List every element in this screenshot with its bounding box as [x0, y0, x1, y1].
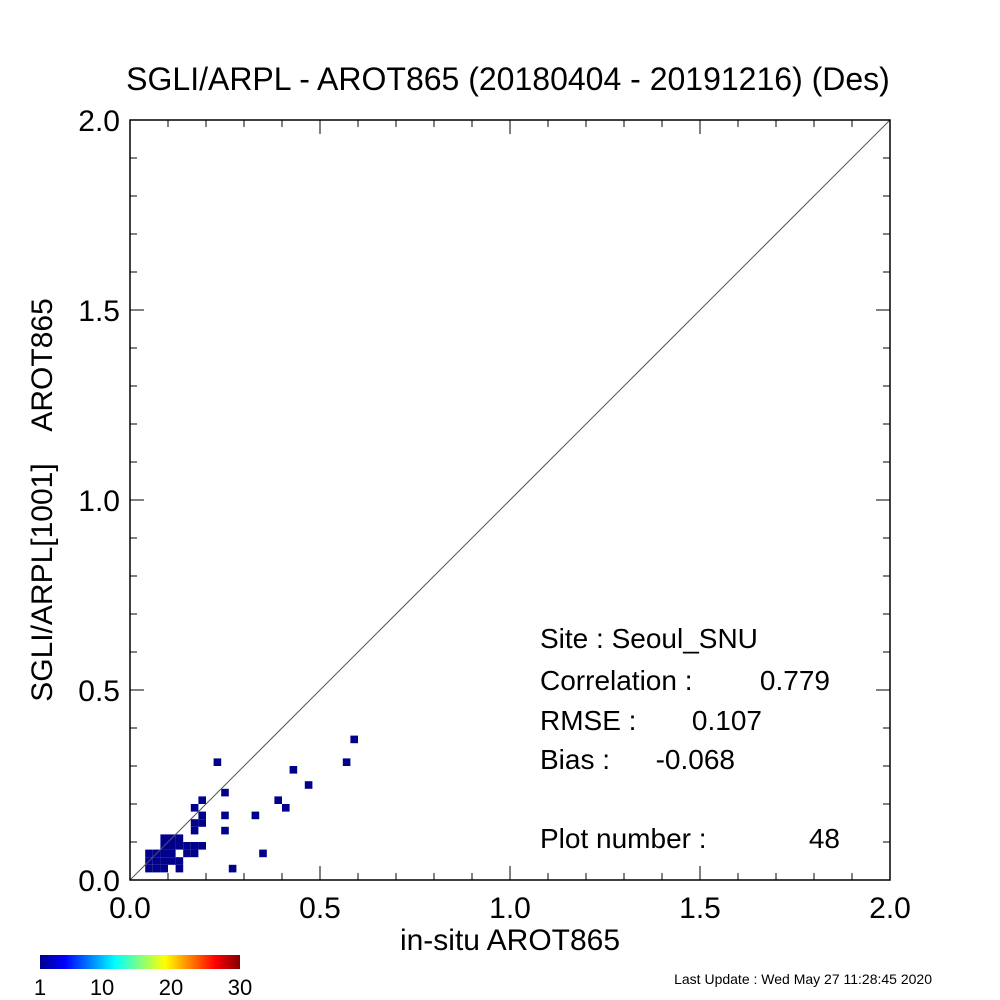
- data-point-34: [228, 864, 237, 873]
- data-point-24: [190, 819, 199, 827]
- data-point-13: [168, 842, 176, 850]
- y-axis-label: SGLI/ARPL[1001] AROT865: [26, 298, 59, 702]
- data-point-23: [190, 826, 199, 835]
- data-point-25: [190, 804, 199, 812]
- data-point-33: [221, 826, 229, 835]
- rmse-value: 0.107: [692, 705, 762, 736]
- data-point-12: [168, 849, 176, 858]
- data-point-38: [282, 804, 290, 812]
- data-point-32: [221, 811, 229, 820]
- data-point-41: [342, 758, 351, 766]
- data-point-27: [198, 819, 206, 827]
- data-point-6: [160, 857, 168, 865]
- bias-label: Bias :: [540, 744, 610, 775]
- data-point-40: [304, 781, 313, 789]
- data-point-2: [145, 849, 153, 858]
- colorbar: [40, 955, 240, 969]
- data-point-11: [168, 857, 176, 865]
- data-point-17: [175, 834, 184, 842]
- axis-ticks: [129, 119, 891, 881]
- data-point-19: [183, 849, 191, 858]
- correlation-value: 0.779: [760, 665, 830, 696]
- x-tick-labels: 0.0 0.5 1.0 1.5 2.0: [109, 892, 911, 925]
- chart-title: SGLI/ARPL - AROT865 (20180404 - 20191216…: [126, 61, 890, 97]
- site-text: Site : Seoul_SNU: [540, 623, 758, 654]
- x-axis-label: in-situ AROT865: [400, 924, 620, 957]
- data-point-7: [160, 849, 168, 858]
- plot-number-label: Plot number :: [540, 823, 707, 854]
- data-point-16: [175, 842, 184, 850]
- data-point-42: [350, 735, 358, 744]
- stats-box: Site : Seoul_SNU Correlation : 0.779 RMS…: [540, 623, 840, 854]
- colorbar-tick-label-3: 30: [228, 975, 252, 1000]
- data-point-21: [190, 849, 199, 858]
- data-point-28: [198, 811, 206, 820]
- y-tick-label-0: 0.0: [78, 865, 120, 898]
- data-point-3: [152, 857, 161, 865]
- last-update-text: Last Update : Wed May 27 11:28:45 2020: [674, 971, 932, 987]
- colorbar-tick-labels: 1 10 20 30: [34, 975, 252, 1000]
- y-tick-label-4: 2.0: [78, 105, 120, 138]
- y-tick-label-2: 1.0: [78, 485, 120, 518]
- data-point-31: [221, 788, 229, 797]
- bias-value: -0.068: [656, 744, 735, 775]
- x-tick-label-4: 2.0: [869, 892, 911, 925]
- x-tick-label-3: 1.5: [679, 892, 721, 925]
- colorbar-tick-label-1: 10: [90, 975, 114, 1000]
- data-point-0: [145, 864, 153, 873]
- data-point-5: [152, 864, 161, 873]
- data-point-36: [259, 849, 267, 858]
- y-tick-label-1: 0.5: [78, 675, 120, 708]
- plot-number-value: 48: [809, 823, 840, 854]
- data-point-10: [160, 864, 168, 873]
- data-point-26: [198, 842, 206, 850]
- data-point-35: [251, 811, 260, 820]
- one-to-one-line: [129, 119, 891, 881]
- data-point-22: [190, 842, 199, 850]
- x-tick-label-1: 0.5: [299, 892, 341, 925]
- data-point-20: [183, 842, 191, 850]
- data-point-30: [213, 758, 222, 766]
- data-point-29: [198, 796, 206, 804]
- data-point-15: [175, 857, 184, 865]
- data-points: [145, 735, 358, 873]
- colorbar-tick-label-2: 20: [159, 975, 183, 1000]
- y-tick-label-3: 1.5: [78, 295, 120, 328]
- data-point-39: [289, 766, 298, 774]
- data-point-9: [160, 834, 168, 842]
- rmse-label: RMSE :: [540, 705, 636, 736]
- correlation-label: Correlation :: [540, 665, 693, 696]
- y-tick-labels: 0.0 0.5 1.0 1.5 2.0: [78, 105, 120, 898]
- x-tick-label-0: 0.0: [109, 892, 151, 925]
- colorbar-tick-label-0: 1: [34, 975, 46, 1000]
- data-point-37: [274, 796, 282, 804]
- x-tick-label-2: 1.0: [489, 892, 531, 925]
- data-point-18: [175, 864, 184, 873]
